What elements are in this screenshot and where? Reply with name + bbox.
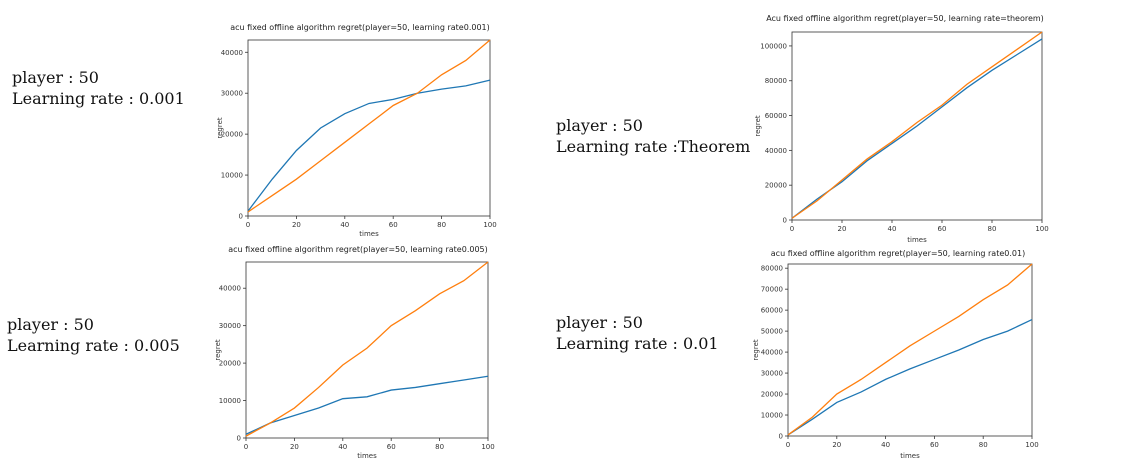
series-line-1: [791, 38, 1043, 219]
y-axis-label: regret: [754, 115, 762, 137]
player-label: player : 50: [556, 313, 643, 332]
x-tick-label: 100: [481, 443, 494, 451]
y-tick-label: 20000: [221, 131, 243, 139]
x-tick-label: 40: [881, 441, 890, 449]
y-tick-label: 20000: [765, 182, 787, 190]
label-group-2: player : 50 Learning rate :Theorem: [556, 115, 750, 157]
x-tick-label: 20: [832, 441, 841, 449]
y-tick-label: 30000: [221, 90, 243, 98]
x-tick-label: 0: [786, 441, 790, 449]
x-tick-label: 0: [246, 221, 250, 229]
y-tick-label: 0: [239, 213, 243, 221]
learning-rate-label: Learning rate :Theorem: [556, 137, 751, 156]
series-line-2: [787, 263, 1033, 436]
label-group-3: player : 50 Learning rate : 0.005: [7, 314, 180, 356]
label-group-1: player : 50 Learning rate : 0.001: [12, 67, 185, 109]
y-tick-label: 100000: [760, 42, 787, 50]
series-line-2: [791, 31, 1043, 219]
y-tick-label: 40000: [765, 147, 787, 155]
x-tick-label: 40: [340, 221, 349, 229]
x-tick-label: 80: [988, 225, 997, 233]
series-line-2: [245, 261, 489, 437]
x-tick-label: 100: [483, 221, 496, 229]
chart-panel-3: acu fixed offline algorithm regret(playe…: [212, 242, 504, 462]
x-tick-label: 60: [389, 221, 398, 229]
series-line-1: [247, 79, 491, 212]
x-tick-label: 60: [938, 225, 947, 233]
series-line-2: [247, 39, 491, 213]
y-axis-label: regret: [216, 117, 224, 139]
x-tick-label: 60: [387, 443, 396, 451]
chart-title: acu fixed offline algorithm regret(playe…: [228, 245, 488, 254]
series-line-1: [787, 318, 1033, 436]
y-tick-label: 50000: [761, 328, 783, 336]
x-tick-label: 80: [437, 221, 446, 229]
x-tick-label: 20: [290, 443, 299, 451]
player-label: player : 50: [556, 116, 643, 135]
y-tick-label: 10000: [761, 412, 783, 420]
y-tick-label: 40000: [761, 349, 783, 357]
learning-rate-label: Learning rate : 0.001: [12, 89, 185, 108]
x-tick-label: 100: [1035, 225, 1048, 233]
y-tick-label: 20000: [761, 391, 783, 399]
chart-panel-2: Acu fixed offline algorithm regret(playe…: [752, 10, 1058, 246]
y-tick-label: 80000: [765, 77, 787, 85]
x-axis-label: times: [357, 452, 377, 460]
x-tick-label: 0: [790, 225, 794, 233]
y-tick-label: 60000: [765, 112, 787, 120]
chart-title: Acu fixed offline algorithm regret(playe…: [766, 14, 1044, 23]
player-label: player : 50: [12, 68, 99, 87]
y-axis-label: regret: [752, 339, 760, 361]
y-axis-label: regret: [214, 339, 222, 361]
y-tick-label: 40000: [221, 49, 243, 57]
x-tick-label: 20: [292, 221, 301, 229]
plot-frame: [791, 31, 1043, 221]
x-tick-label: 100: [1025, 441, 1038, 449]
y-tick-label: 20000: [219, 360, 241, 368]
y-tick-label: 0: [779, 433, 783, 441]
chart-1: acu fixed offline algorithm regret(playe…: [216, 23, 497, 238]
chart-2: Acu fixed offline algorithm regret(playe…: [754, 14, 1049, 244]
y-tick-label: 0: [237, 435, 241, 443]
plot-frame: [245, 261, 489, 439]
chart-panel-1: acu fixed offline algorithm regret(playe…: [214, 20, 506, 240]
x-tick-label: 0: [244, 443, 248, 451]
chart-title: acu fixed offline algorithm regret(playe…: [771, 249, 1025, 258]
learning-rate-label: Learning rate : 0.01: [556, 334, 719, 353]
y-tick-label: 40000: [219, 285, 241, 293]
y-tick-label: 30000: [761, 370, 783, 378]
x-tick-label: 60: [930, 441, 939, 449]
x-tick-label: 80: [979, 441, 988, 449]
x-tick-label: 20: [838, 225, 847, 233]
x-tick-label: 40: [888, 225, 897, 233]
player-label: player : 50: [7, 315, 94, 334]
x-axis-label: times: [907, 236, 927, 244]
y-tick-label: 10000: [219, 397, 241, 405]
x-tick-label: 40: [338, 443, 347, 451]
series-line-1: [245, 375, 489, 435]
chart-3: acu fixed offline algorithm regret(playe…: [214, 245, 495, 460]
x-axis-label: times: [359, 230, 379, 238]
x-axis-label: times: [900, 452, 920, 460]
y-tick-label: 60000: [761, 307, 783, 315]
plot-frame: [247, 39, 491, 217]
y-tick-label: 30000: [219, 322, 241, 330]
y-tick-label: 80000: [761, 265, 783, 273]
chart-title: acu fixed offline algorithm regret(playe…: [230, 23, 490, 32]
label-group-4: player : 50 Learning rate : 0.01: [556, 312, 719, 354]
learning-rate-label: Learning rate : 0.005: [7, 336, 180, 355]
plot-frame: [787, 263, 1033, 437]
chart-4: acu fixed offline algorithm regret(playe…: [752, 249, 1039, 460]
x-tick-label: 80: [435, 443, 444, 451]
y-tick-label: 70000: [761, 286, 783, 294]
y-tick-label: 0: [783, 217, 787, 225]
y-tick-label: 10000: [221, 172, 243, 180]
chart-panel-4: acu fixed offline algorithm regret(playe…: [750, 246, 1046, 462]
